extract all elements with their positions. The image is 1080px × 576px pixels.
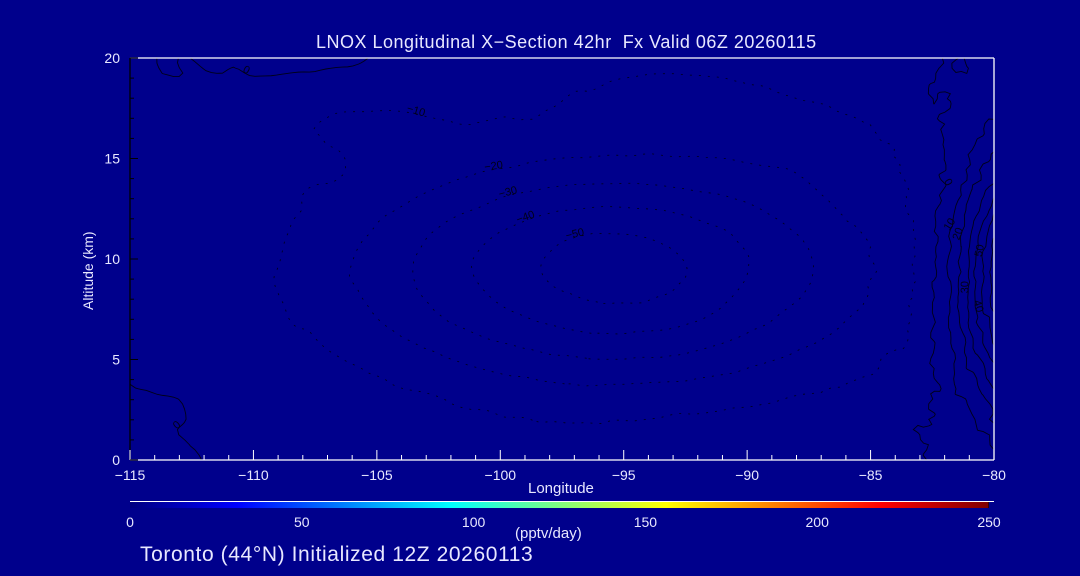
svg-text:200: 200 bbox=[806, 514, 830, 530]
svg-text:−115: −115 bbox=[115, 467, 146, 483]
svg-text:−20: −20 bbox=[484, 159, 504, 174]
svg-text:−40: −40 bbox=[515, 209, 537, 227]
svg-text:−30: −30 bbox=[497, 184, 518, 200]
svg-text:30: 30 bbox=[959, 281, 971, 293]
svg-text:15: 15 bbox=[104, 151, 120, 167]
svg-text:−10: −10 bbox=[405, 103, 426, 120]
svg-text:50: 50 bbox=[294, 514, 310, 530]
svg-text:0: 0 bbox=[241, 64, 252, 77]
svg-text:−105: −105 bbox=[361, 467, 393, 483]
svg-text:−50: −50 bbox=[565, 226, 586, 242]
svg-text:5: 5 bbox=[112, 352, 120, 368]
svg-text:−110: −110 bbox=[238, 467, 269, 483]
svg-text:50: 50 bbox=[973, 243, 987, 257]
svg-text:−100: −100 bbox=[485, 467, 517, 483]
svg-text:−90: −90 bbox=[735, 467, 759, 483]
svg-text:10: 10 bbox=[104, 251, 120, 267]
svg-text:100: 100 bbox=[462, 514, 486, 530]
svg-text:−80: −80 bbox=[982, 467, 1006, 483]
svg-text:0: 0 bbox=[126, 514, 134, 530]
svg-text:0: 0 bbox=[112, 452, 120, 468]
svg-text:20: 20 bbox=[104, 50, 120, 66]
svg-text:150: 150 bbox=[634, 514, 658, 530]
svg-text:−95: −95 bbox=[612, 467, 636, 483]
svg-text:−85: −85 bbox=[859, 467, 883, 483]
svg-text:0: 0 bbox=[941, 177, 954, 188]
svg-text:250: 250 bbox=[977, 514, 1001, 530]
